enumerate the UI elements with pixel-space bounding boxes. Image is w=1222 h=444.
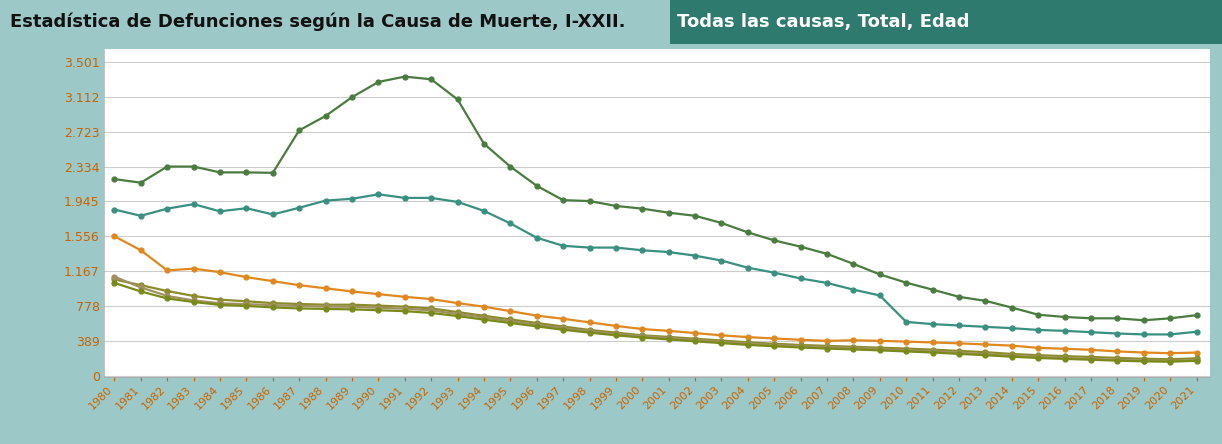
Text: Estadística de Defunciones según la Causa de Muerte, I-XXII.: Estadística de Defunciones según la Caus… (10, 13, 626, 32)
Bar (670, 0, 1222, 44)
Text: Todas las causas, Total, Edad: Todas las causas, Total, Edad (677, 13, 969, 31)
